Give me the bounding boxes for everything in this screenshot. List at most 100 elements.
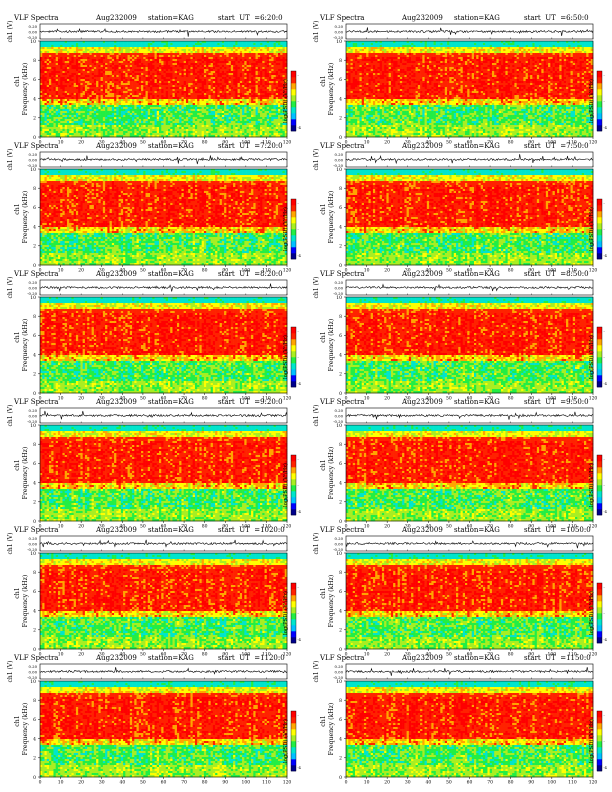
y-tick-label: 10 bbox=[336, 295, 342, 301]
colorbar bbox=[597, 455, 602, 515]
waveform-frame bbox=[346, 280, 593, 295]
colorbar-label: log(PSD) (V²/Hz) bbox=[282, 207, 289, 251]
spectrogram bbox=[346, 425, 593, 521]
colorbar-tick-label: -4 bbox=[298, 254, 302, 258]
spectrogram bbox=[40, 297, 287, 393]
y-axis-channel-label: ch1 bbox=[14, 75, 21, 86]
waveform-tick-label: 0.00 bbox=[335, 29, 344, 34]
y-axis-label: Frequency (kHz) bbox=[22, 319, 29, 372]
waveform-tick-label: 0.00 bbox=[335, 413, 344, 418]
y-tick-label: 6 bbox=[33, 589, 36, 595]
colorbar-tick-label: -4 bbox=[604, 254, 608, 258]
x-tick-label: 10 bbox=[364, 780, 370, 785]
x-tick-label: 20 bbox=[384, 780, 390, 785]
y-tick-label: 6 bbox=[33, 77, 36, 83]
y-tick-label: 2 bbox=[339, 628, 342, 634]
colorbar-tick-label: - bbox=[298, 714, 300, 718]
waveform-tick-label: 0.00 bbox=[29, 669, 38, 674]
spectrogram bbox=[40, 169, 287, 265]
waveform-tick-label: 0.00 bbox=[335, 157, 344, 162]
y-tick-label: 6 bbox=[339, 333, 342, 339]
colorbar-tick-label: -4 bbox=[298, 638, 302, 642]
y-tick-label: 8 bbox=[33, 58, 36, 64]
waveform-frame bbox=[40, 152, 287, 167]
colorbar-tick-label: -4 bbox=[604, 382, 608, 386]
y-tick-label: 2 bbox=[33, 372, 36, 378]
colorbar-tick-label: - bbox=[298, 484, 300, 488]
colorbar bbox=[597, 327, 602, 387]
waveform-y-label: ch1 (V) bbox=[7, 405, 14, 427]
y-axis-channel-label: ch1 bbox=[14, 331, 21, 342]
colorbar-label: log(PSD) (V²/Hz) bbox=[588, 591, 595, 635]
y-axis-channel-label: ch1 bbox=[320, 75, 327, 86]
colorbar-tick-label: - bbox=[604, 612, 606, 616]
x-tick-label: 70 bbox=[181, 780, 187, 785]
y-tick-label: 8 bbox=[339, 186, 342, 192]
y-tick-label: 4 bbox=[339, 608, 342, 614]
colorbar-label: log(PSD) (V²/Hz) bbox=[588, 335, 595, 379]
waveform-tick-label: 0.20 bbox=[335, 24, 344, 29]
y-tick-label: 2 bbox=[339, 500, 342, 506]
colorbar-tick-label: -4 bbox=[604, 126, 608, 130]
y-tick-label: 6 bbox=[33, 717, 36, 723]
spectrogram bbox=[40, 681, 287, 777]
y-axis-label: Frequency (kHz) bbox=[328, 447, 335, 500]
y-tick-label: 6 bbox=[339, 589, 342, 595]
colorbar-tick-label: - bbox=[298, 612, 300, 616]
y-axis-label: Frequency (kHz) bbox=[328, 319, 335, 372]
colorbar-tick-label: - bbox=[604, 100, 606, 104]
colorbar-tick-label: - bbox=[604, 458, 606, 462]
waveform-tick-label: 0.00 bbox=[335, 285, 344, 290]
colorbar bbox=[291, 455, 296, 515]
waveform-tick-label: 0.20 bbox=[335, 408, 344, 413]
colorbar-label: log(PSD) (V²/Hz) bbox=[282, 335, 289, 379]
waveform-tick-label: 0.00 bbox=[29, 285, 38, 290]
x-tick-label: 110 bbox=[568, 780, 577, 785]
y-tick-label: 2 bbox=[339, 756, 342, 762]
spectra-panel: VLF Spectra Aug232009 station=KAG start UT … bbox=[0, 12, 306, 144]
spectra-panel: VLF Spectra Aug232009 station=KAG start UT … bbox=[306, 524, 612, 656]
waveform-tick-label: 0.00 bbox=[335, 541, 344, 546]
colorbar bbox=[291, 711, 296, 771]
y-tick-label: 4 bbox=[33, 352, 36, 358]
spectra-panel: VLF Spectra Aug232009 station=KAG start UT … bbox=[0, 524, 306, 656]
waveform-y-label: ch1 (V) bbox=[313, 21, 320, 43]
colorbar-label: log(PSD) (V²/Hz) bbox=[282, 591, 289, 635]
colorbar-tick-label: - bbox=[298, 740, 300, 744]
colorbar bbox=[597, 711, 602, 771]
y-tick-label: 2 bbox=[33, 628, 36, 634]
spectrogram bbox=[346, 41, 593, 137]
waveform-y-label: ch1 (V) bbox=[313, 661, 320, 683]
y-tick-label: 6 bbox=[339, 77, 342, 83]
y-tick-label: 8 bbox=[33, 314, 36, 320]
colorbar-label: log(PSD) (V²/Hz) bbox=[282, 463, 289, 507]
spectrogram bbox=[40, 425, 287, 521]
x-tick-label: 120 bbox=[283, 780, 292, 785]
y-axis-channel-label: ch1 bbox=[14, 587, 21, 598]
waveform-tick-label: 0.20 bbox=[29, 536, 38, 541]
x-tick-label: 80 bbox=[202, 780, 208, 785]
waveform-y-label: ch1 (V) bbox=[313, 533, 320, 555]
y-tick-label: 4 bbox=[339, 352, 342, 358]
y-tick-label: 4 bbox=[33, 96, 36, 102]
y-tick-label: 8 bbox=[339, 698, 342, 704]
y-axis-label: Frequency (kHz) bbox=[328, 63, 335, 116]
y-axis-label: Frequency (kHz) bbox=[328, 575, 335, 628]
y-axis-channel-label: ch1 bbox=[14, 459, 21, 470]
y-axis-label: Frequency (kHz) bbox=[22, 575, 29, 628]
y-tick-label: 0 bbox=[339, 775, 342, 781]
y-tick-label: 6 bbox=[33, 205, 36, 211]
y-tick-label: 10 bbox=[30, 423, 36, 429]
y-tick-label: 8 bbox=[33, 186, 36, 192]
waveform-tick-label: 0.20 bbox=[335, 152, 344, 157]
colorbar bbox=[291, 71, 296, 131]
spectra-panel: VLF Spectra Aug232009 station=KAG start UT … bbox=[306, 140, 612, 272]
y-tick-label: 8 bbox=[33, 570, 36, 576]
